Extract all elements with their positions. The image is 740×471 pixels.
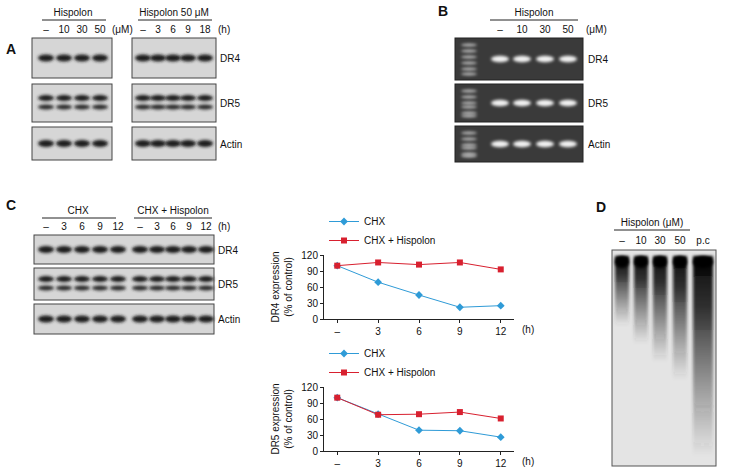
svg-text:9: 9 (457, 458, 463, 469)
svg-text:C: C (6, 197, 16, 213)
svg-text:3: 3 (154, 221, 160, 232)
svg-text:–: – (334, 326, 340, 337)
svg-text:9: 9 (185, 24, 191, 35)
svg-text:12: 12 (495, 326, 507, 337)
svg-text:B: B (438, 3, 448, 19)
svg-text:–: – (140, 24, 146, 35)
svg-text:Hispolon: Hispolon (54, 7, 93, 18)
svg-text:6: 6 (416, 458, 422, 469)
svg-text:50: 50 (674, 235, 686, 246)
svg-text:(h): (h) (522, 324, 534, 335)
svg-text:10: 10 (635, 235, 647, 246)
svg-text:CHX + Hispolon: CHX + Hispolon (137, 205, 208, 216)
svg-text:120: 120 (301, 382, 318, 393)
svg-text:(h): (h) (522, 456, 534, 467)
svg-text:–: – (43, 24, 49, 35)
svg-text:60: 60 (307, 282, 319, 293)
svg-text:90: 90 (307, 398, 319, 409)
svg-text:9: 9 (186, 221, 192, 232)
svg-text:DR4 expression(% of control): DR4 expression(% of control) (270, 251, 294, 322)
svg-text:30: 30 (539, 24, 551, 35)
svg-text:CHX + Hispolon: CHX + Hispolon (364, 367, 435, 378)
svg-text:DR5: DR5 (220, 98, 240, 109)
svg-text:DR5: DR5 (588, 98, 608, 109)
svg-text:6: 6 (79, 221, 85, 232)
svg-text:10: 10 (516, 24, 528, 35)
svg-text:DR4: DR4 (588, 54, 608, 65)
svg-text:CHX: CHX (364, 216, 385, 227)
svg-text:Hispolon: Hispolon (515, 7, 554, 18)
svg-text:DR4: DR4 (218, 245, 238, 256)
svg-text:CHX: CHX (67, 205, 88, 216)
svg-text:–: – (497, 24, 503, 35)
svg-text:10: 10 (58, 24, 70, 35)
svg-text:–: – (137, 221, 143, 232)
svg-text:90: 90 (307, 266, 319, 277)
svg-text:60: 60 (307, 414, 319, 425)
svg-text:9: 9 (97, 221, 103, 232)
svg-text:(μM): (μM) (586, 24, 607, 35)
svg-text:6: 6 (170, 24, 176, 35)
svg-text:12: 12 (200, 221, 212, 232)
svg-text:CHX: CHX (364, 348, 385, 359)
svg-text:DR4: DR4 (220, 53, 240, 64)
svg-text:A: A (6, 41, 16, 57)
svg-text:9: 9 (457, 326, 463, 337)
svg-text:D: D (596, 199, 606, 215)
svg-text:Actin: Actin (218, 314, 240, 325)
svg-text:–: – (334, 458, 340, 469)
svg-text:30: 30 (654, 235, 666, 246)
svg-text:50: 50 (562, 24, 574, 35)
svg-text:CHX + Hispolon: CHX + Hispolon (364, 235, 435, 246)
svg-text:(h): (h) (218, 221, 230, 232)
svg-text:30: 30 (307, 298, 319, 309)
svg-text:0: 0 (312, 314, 318, 325)
svg-text:3: 3 (375, 458, 381, 469)
svg-text:–: – (619, 235, 625, 246)
svg-text:3: 3 (375, 326, 381, 337)
svg-text:Hispolon 50 μM: Hispolon 50 μM (139, 7, 209, 18)
svg-text:(μM): (μM) (112, 24, 133, 35)
svg-text:18: 18 (199, 24, 211, 35)
svg-text:DR5: DR5 (218, 279, 238, 290)
svg-text:DR5 expression(% of control): DR5 expression(% of control) (270, 383, 294, 454)
svg-text:3: 3 (61, 221, 67, 232)
svg-text:Actin: Actin (220, 139, 242, 150)
svg-text:12: 12 (495, 458, 507, 469)
svg-text:30: 30 (76, 24, 88, 35)
svg-text:50: 50 (94, 24, 106, 35)
svg-text:0: 0 (312, 446, 318, 457)
svg-text:6: 6 (170, 221, 176, 232)
svg-text:120: 120 (301, 250, 318, 261)
svg-text:3: 3 (155, 24, 161, 35)
svg-text:p.c: p.c (696, 235, 709, 246)
svg-text:(h): (h) (218, 24, 230, 35)
svg-text:30: 30 (307, 430, 319, 441)
svg-text:–: – (43, 221, 49, 232)
svg-text:Actin: Actin (588, 139, 610, 150)
svg-text:12: 12 (112, 221, 124, 232)
svg-text:Hispolon (μM): Hispolon (μM) (621, 217, 683, 228)
svg-text:6: 6 (416, 326, 422, 337)
